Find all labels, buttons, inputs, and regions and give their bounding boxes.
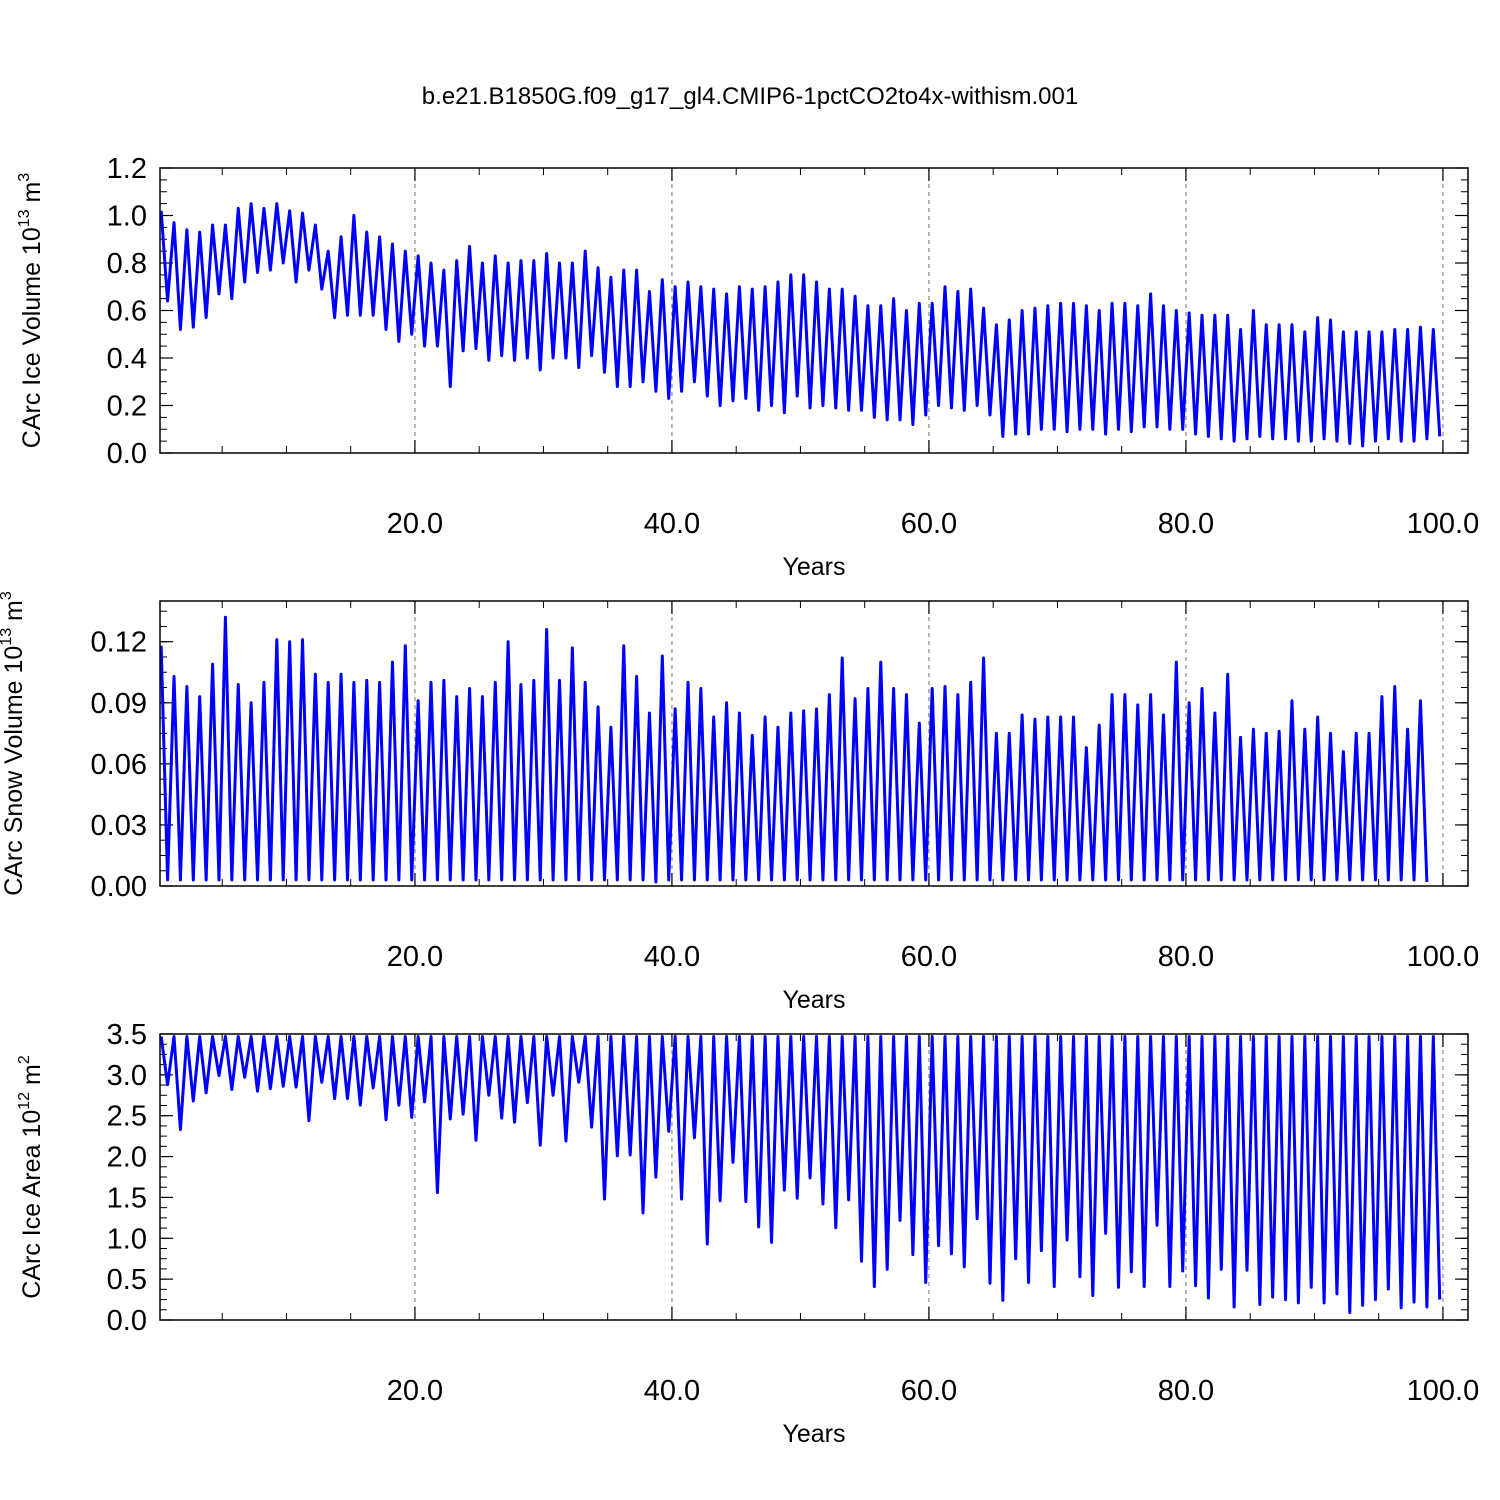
y-axis-title-exponent: 13 xyxy=(16,209,33,227)
y-axis-title-exponent: 12 xyxy=(16,1092,33,1110)
plot-frame xyxy=(159,1033,1469,1321)
x-tick-label: 100.0 xyxy=(1407,1375,1480,1407)
x-tick-label: 60.0 xyxy=(901,1375,957,1407)
x-tick-label: 100.0 xyxy=(1407,508,1480,540)
y-tick-label: 3.5 xyxy=(107,1019,147,1051)
x-tick-label: 100.0 xyxy=(1407,941,1480,973)
y-tick-label: 0.5 xyxy=(107,1264,147,1296)
x-tick-label: 80.0 xyxy=(1158,508,1214,540)
y-axis-title-part: m xyxy=(18,1064,46,1092)
y-tick-label: 2.5 xyxy=(107,1101,147,1133)
y-tick-label: 3.0 xyxy=(107,1060,147,1092)
y-tick-label: 2.0 xyxy=(107,1142,147,1174)
y-tick-label: 0.4 xyxy=(107,343,147,375)
y-tick-label: 0.03 xyxy=(91,810,147,842)
x-tick-label: 40.0 xyxy=(644,1375,700,1407)
y-axis-title-part: CArc Ice Area 10 xyxy=(18,1110,46,1299)
x-axis-title: Years xyxy=(782,986,845,1014)
y-tick-label: 0.2 xyxy=(107,391,147,423)
x-tick-label: 40.0 xyxy=(644,941,700,973)
y-tick-label: 0.06 xyxy=(91,749,147,781)
y-axis-title: CArc Snow Volume 1013 m3 xyxy=(0,591,28,896)
y-axis-title-exponent: 13 xyxy=(0,628,15,646)
y-axis-title-exponent: 3 xyxy=(0,591,15,600)
y-tick-label: 1.5 xyxy=(107,1182,147,1214)
y-axis-title-part: CArc Snow Volume 10 xyxy=(0,646,28,896)
y-tick-label: 0.8 xyxy=(107,248,147,280)
x-tick-label: 20.0 xyxy=(387,508,443,540)
x-tick-label: 80.0 xyxy=(1158,1375,1214,1407)
figure-title: b.e21.B1850G.f09_g17_gl4.CMIP6-1pctCO2to… xyxy=(422,83,1078,110)
plot-frame xyxy=(159,167,1469,454)
plot-frame xyxy=(159,600,1469,887)
x-tick-label: 60.0 xyxy=(901,508,957,540)
y-tick-label: 0.6 xyxy=(107,296,147,328)
x-tick-label: 60.0 xyxy=(901,941,957,973)
y-tick-label: 0.12 xyxy=(91,627,147,659)
y-axis-title-part: CArc Ice Volume 10 xyxy=(18,227,46,448)
y-axis-title-part: m xyxy=(18,182,46,210)
y-axis-title-exponent: 2 xyxy=(16,1055,33,1064)
y-axis-title: CArc Ice Volume 1013 m3 xyxy=(16,173,46,449)
y-axis-title-part: m xyxy=(0,600,28,628)
x-tick-label: 20.0 xyxy=(387,1375,443,1407)
x-tick-label: 40.0 xyxy=(644,508,700,540)
data-line xyxy=(159,615,1429,884)
y-axis-title-exponent: 3 xyxy=(16,173,33,182)
y-tick-label: 1.2 xyxy=(107,153,147,185)
y-tick-label: 0.0 xyxy=(107,438,147,470)
data-line xyxy=(159,1034,1442,1315)
y-tick-label: 1.0 xyxy=(107,201,147,233)
y-tick-label: 0.09 xyxy=(91,688,147,720)
x-axis-title: Years xyxy=(782,1420,845,1448)
y-tick-label: 0.00 xyxy=(91,871,147,903)
x-tick-label: 20.0 xyxy=(387,941,443,973)
y-tick-label: 1.0 xyxy=(107,1223,147,1255)
y-tick-label: 0.0 xyxy=(107,1305,147,1337)
x-axis-title: Years xyxy=(782,553,845,581)
x-tick-label: 80.0 xyxy=(1158,941,1214,973)
y-axis-title: CArc Ice Area 1012 m2 xyxy=(16,1055,46,1299)
data-line xyxy=(159,202,1442,448)
